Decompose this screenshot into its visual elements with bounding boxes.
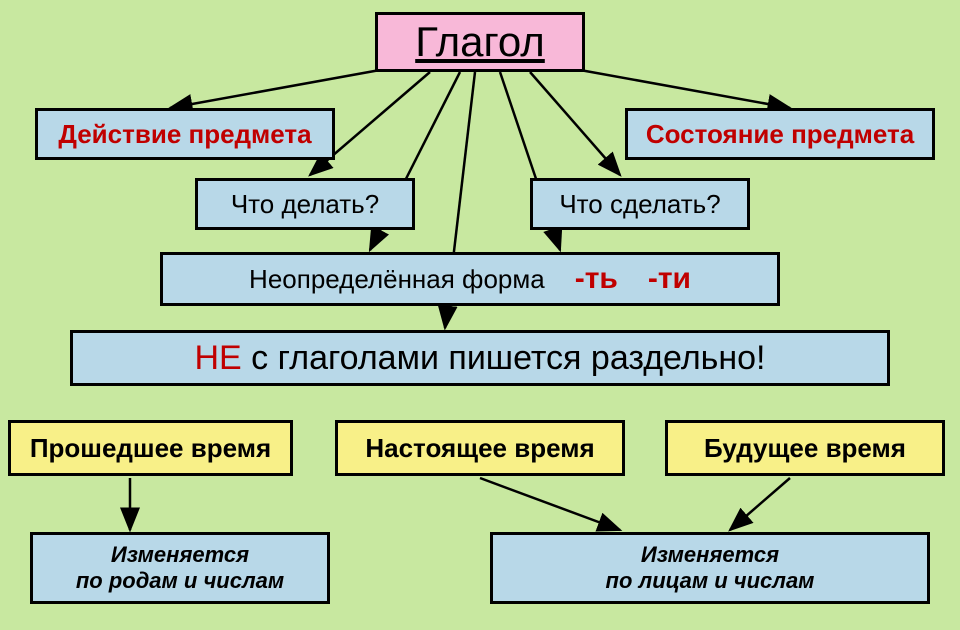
action-label: Действие предмета (58, 119, 311, 150)
state-box: Состояние предмета (625, 108, 935, 160)
changes-left-l1: Изменяется (76, 542, 284, 568)
changes-right-box: Изменяется по лицам и числам (490, 532, 930, 604)
title-box: Глагол (375, 12, 585, 72)
action-box: Действие предмета (35, 108, 335, 160)
suffix-t: -ть (575, 262, 618, 296)
future-label: Будущее время (704, 433, 906, 464)
infinitive-box: Неопределённая форма -ть -ти (160, 252, 780, 306)
question1-box: Что делать? (195, 178, 415, 230)
changes-right-l1: Изменяется (606, 542, 815, 568)
suffix-ti: -ти (648, 262, 691, 296)
present-label: Настоящее время (365, 433, 594, 464)
future-tense-box: Будущее время (665, 420, 945, 476)
state-label: Состояние предмета (646, 119, 914, 150)
negation-box: НЕ с глаголами пишется раздельно! (70, 330, 890, 386)
past-tense-box: Прошедшее время (8, 420, 293, 476)
changes-left-box: Изменяется по родам и числам (30, 532, 330, 604)
present-tense-box: Настоящее время (335, 420, 625, 476)
question1-label: Что делать? (231, 189, 379, 220)
changes-right-l2: по лицам и числам (606, 568, 815, 594)
infinitive-label: Неопределённая форма (249, 264, 545, 295)
changes-left-l2: по родам и числам (76, 568, 284, 594)
title-text: Глагол (415, 18, 545, 66)
question2-label: Что сделать? (559, 189, 720, 220)
past-label: Прошедшее время (30, 433, 271, 464)
question2-box: Что сделать? (530, 178, 750, 230)
negation-rest: с глаголами пишется раздельно! (242, 339, 766, 377)
negation-ne: НЕ (195, 339, 242, 377)
